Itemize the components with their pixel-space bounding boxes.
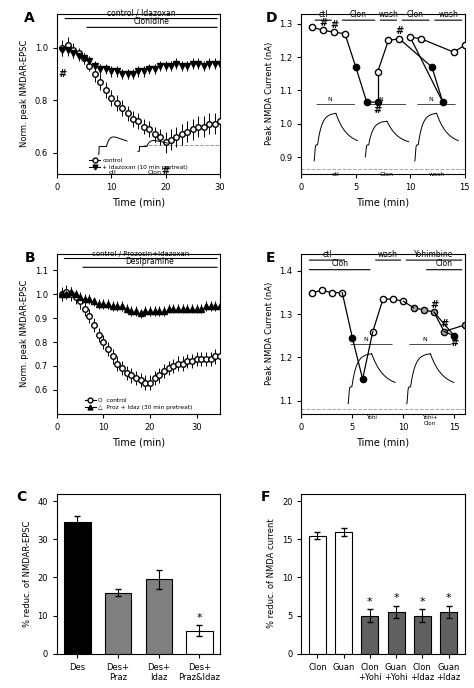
Text: #: # [330,19,338,30]
Text: *: * [367,597,373,607]
Bar [388,612,405,654]
Y-axis label: Peak NMDA Current (nA): Peak NMDA Current (nA) [264,42,273,145]
Text: D: D [265,10,277,25]
Y-axis label: Norm. peak NMDAR-EPSC: Norm. peak NMDAR-EPSC [20,40,29,147]
Text: Clon: Clon [436,259,453,268]
Text: Clon: Clon [407,10,424,19]
Text: #: # [162,166,170,176]
X-axis label: Time (min): Time (min) [356,438,410,447]
Legend: O  control, △  Proz + Idaz (30 min pretreat): O control, △ Proz + Idaz (30 min pretrea… [84,398,193,411]
Bar [64,522,91,654]
Text: #: # [440,319,448,329]
Text: #: # [58,69,66,79]
Text: #: # [430,299,438,310]
Text: F: F [261,491,270,504]
Text: Clonidine: Clonidine [134,17,170,26]
Text: wash: wash [438,10,458,19]
Text: Desipramine: Desipramine [126,257,174,266]
Y-axis label: Peak NMDA Current (nA): Peak NMDA Current (nA) [264,282,273,385]
Text: *: * [446,593,451,603]
Text: control / Idazoxan: control / Idazoxan [107,8,175,17]
Bar [440,612,457,654]
Text: ctl: ctl [322,250,332,259]
Bar [309,535,326,654]
Text: control / Prozosin+Idazoxan: control / Prozosin+Idazoxan [92,251,189,257]
Text: #: # [319,18,327,28]
Text: #: # [395,26,403,36]
X-axis label: Time (min): Time (min) [356,197,410,207]
X-axis label: Time (min): Time (min) [112,197,165,207]
Bar [361,616,378,654]
Bar [335,532,352,654]
Y-axis label: % reduc. of NMDA current: % reduc. of NMDA current [267,519,276,628]
Text: *: * [197,613,202,623]
Text: ctl: ctl [319,10,328,19]
Text: C: C [16,491,27,504]
Text: #: # [450,338,458,348]
Text: Clon: Clon [350,10,367,19]
Text: B: B [24,250,35,264]
Text: #: # [374,105,382,115]
Text: wash: wash [378,250,398,259]
Text: Yohimbine: Yohimbine [414,250,454,259]
Text: Clon: Clon [331,259,348,268]
Bar [146,579,172,654]
Text: A: A [24,10,35,25]
Bar [186,631,212,654]
Text: *: * [419,597,425,607]
Text: *: * [393,593,399,603]
Y-axis label: Norm. peak NMDAR-EPSC: Norm. peak NMDAR-EPSC [20,280,29,387]
X-axis label: Time (min): Time (min) [112,438,165,447]
Text: E: E [265,250,275,264]
Bar [105,592,131,654]
Legend: control, + Idazoxan (10 min pretreat): control, + Idazoxan (10 min pretreat) [88,158,189,171]
Bar [414,616,431,654]
Y-axis label: % reduc. of NMDAR-EPSC: % reduc. of NMDAR-EPSC [23,520,32,627]
Text: wash: wash [379,10,398,19]
